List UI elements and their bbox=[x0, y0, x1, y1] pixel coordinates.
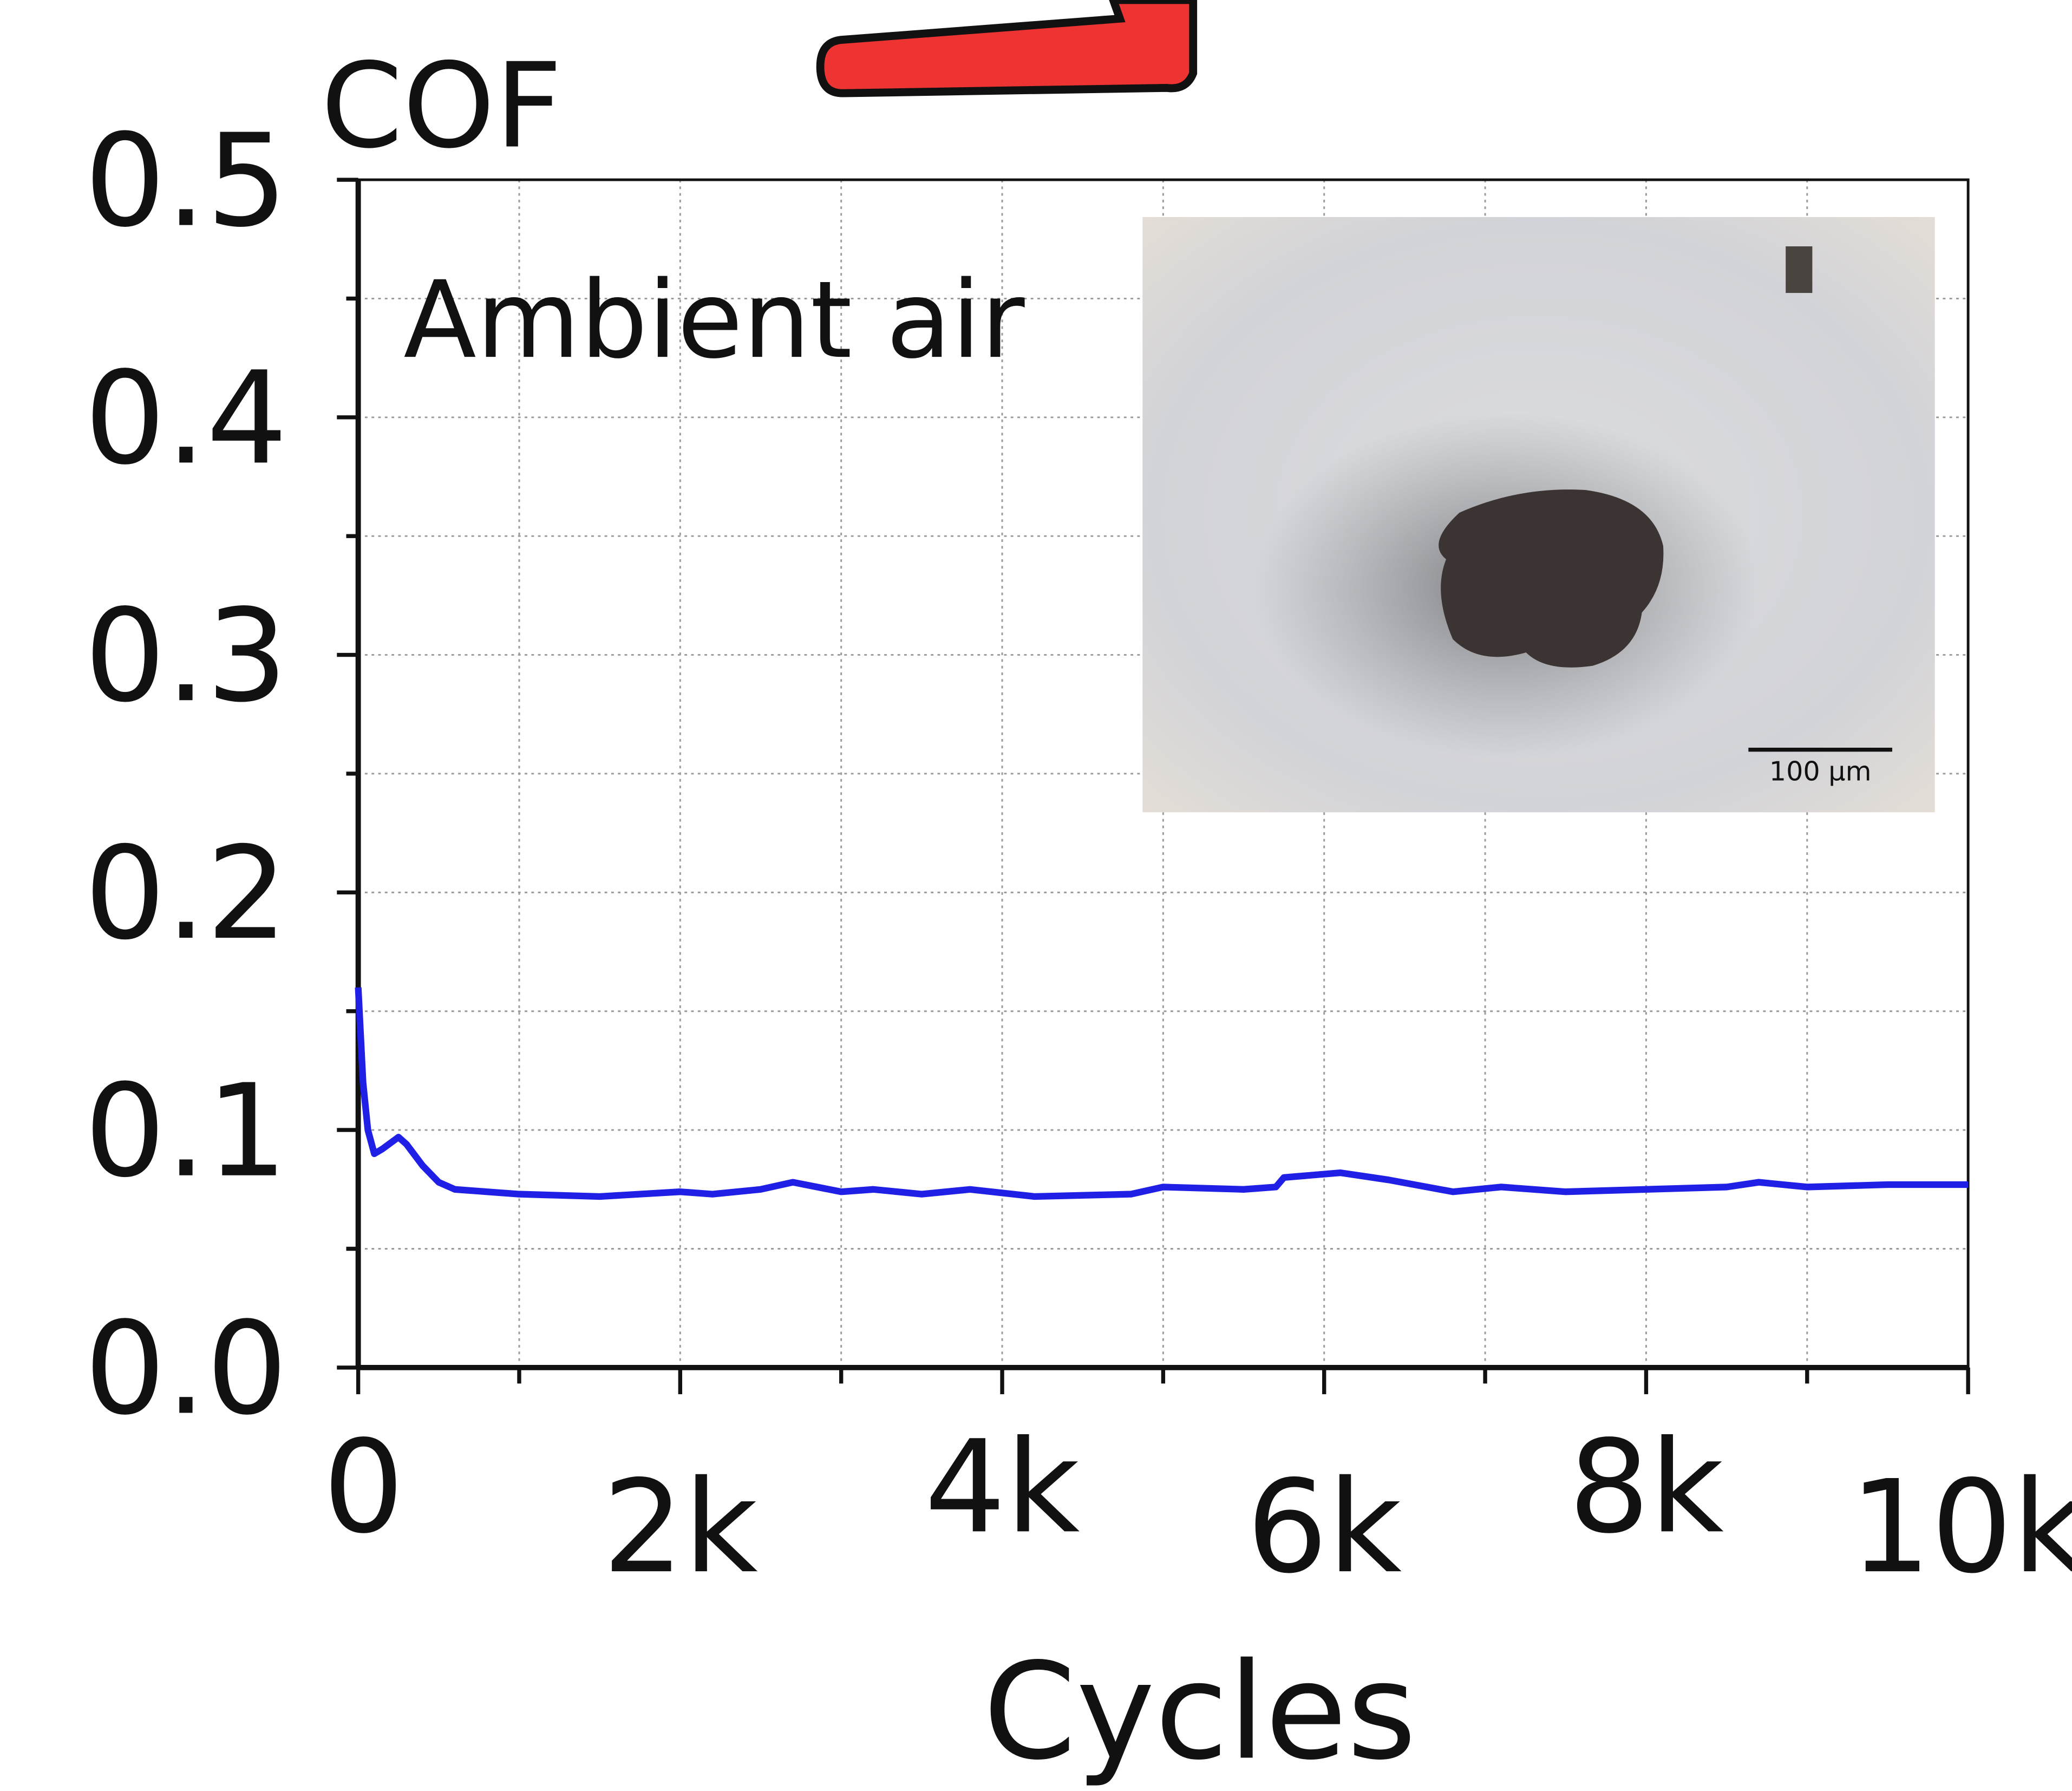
x-tick-label: 2k bbox=[603, 1453, 758, 1602]
x-tick-label: 8k bbox=[1568, 1413, 1724, 1561]
plot-area: 0.0 0.1 0.2 0.3 0.4 0.5 0 2k 4k 6k 8k 10k bbox=[84, 107, 2072, 1602]
inset-image: 100 µm bbox=[1142, 217, 1935, 813]
y-tick-label: 0.0 bbox=[84, 1295, 288, 1443]
annotation: Ambient air bbox=[403, 258, 1024, 382]
series-line bbox=[355, 987, 1969, 1200]
y-axis-label: COF bbox=[321, 38, 563, 175]
inset-wear-scar bbox=[1439, 489, 1664, 668]
x-axis-label: Cycles bbox=[983, 1635, 1416, 1790]
x-tick-label: 6k bbox=[1246, 1453, 1402, 1602]
y-tick-label: 0.2 bbox=[84, 819, 288, 968]
scale-bar-label: 100 µm bbox=[1769, 755, 1872, 787]
y-tick-label: 0.1 bbox=[84, 1057, 288, 1206]
inset-particle bbox=[1786, 246, 1813, 293]
y-tick-label: 0.3 bbox=[84, 581, 288, 730]
y-tick-label: 0.5 bbox=[84, 107, 288, 256]
y-tick-label: 0.4 bbox=[84, 344, 288, 493]
x-tick-label: 0 bbox=[323, 1413, 404, 1561]
arrow bbox=[816, 0, 1198, 97]
x-tick-label: 4k bbox=[925, 1413, 1080, 1561]
x-tick-label: 10k bbox=[1850, 1453, 2072, 1602]
